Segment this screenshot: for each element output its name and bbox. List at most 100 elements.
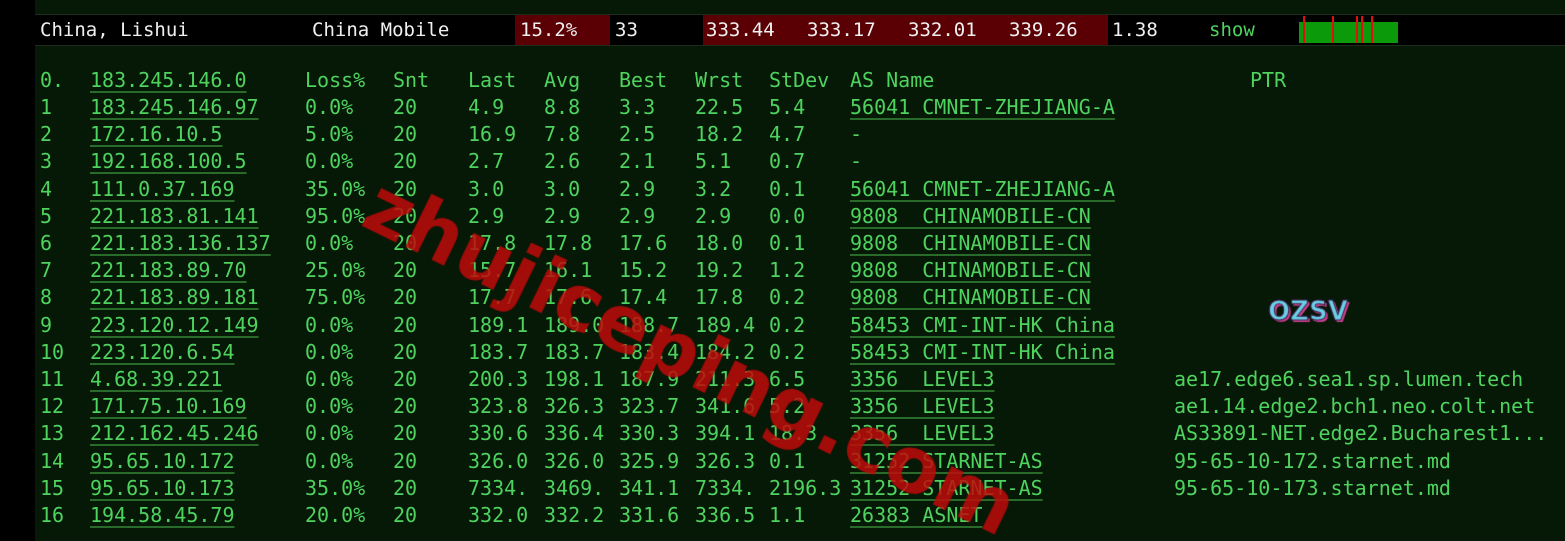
hop-as[interactable]: 58453 CMI-INT-HK China <box>850 339 1115 364</box>
hop-stdev: 0.1 <box>769 176 806 201</box>
hop-as: - <box>850 149 863 174</box>
hop-last: 17.8 <box>468 231 517 255</box>
hop-wrst: 3.2 <box>695 176 732 201</box>
hop-n: 10 <box>40 339 65 364</box>
hop-stdev: 1.1 <box>769 503 806 527</box>
hop-stdev: 5.2 <box>769 394 806 419</box>
hop-snt: 20 <box>393 448 418 473</box>
hop-as[interactable]: 9808 CHINAMOBILE-CN <box>850 258 1091 283</box>
hop-stdev: 0.0 <box>769 203 806 228</box>
hop-best: 2.9 <box>619 176 656 201</box>
hop-host[interactable]: 212.162.45.246 <box>90 421 259 446</box>
hop-avg: 189.0 <box>544 312 605 337</box>
location: China, Lishui <box>40 19 189 41</box>
hop-last: 183.7 <box>468 339 529 364</box>
hop-as[interactable]: 58453 CMI-INT-HK China <box>850 312 1115 337</box>
hop-stdev: 5.4 <box>769 95 806 119</box>
hop-stdev: 0.1 <box>769 231 806 255</box>
hop-stdev: 2196.3 <box>769 475 842 500</box>
show-link[interactable]: show <box>1209 19 1255 41</box>
hop-snt: 20 <box>393 503 418 527</box>
hop-n: 2 <box>40 122 53 147</box>
hop-snt: 20 <box>393 394 418 419</box>
hop-avg: 326.3 <box>544 394 605 419</box>
hop-host[interactable]: 194.58.45.79 <box>90 503 235 527</box>
loss-marker <box>1303 16 1305 43</box>
hop-n: 4 <box>40 176 53 201</box>
hop-host[interactable]: 221.183.89.181 <box>90 285 259 310</box>
hop-host[interactable]: 221.183.89.70 <box>90 258 247 283</box>
hop-best: 15.2 <box>619 258 668 283</box>
hop-avg: 3.0 <box>544 176 581 201</box>
hop-n: 9 <box>40 312 53 337</box>
hop-host[interactable]: 221.183.136.137 <box>90 231 271 255</box>
hop-host[interactable]: 192.168.100.5 <box>90 149 247 174</box>
hop-as[interactable]: 31252 STARNET-AS <box>850 475 1043 500</box>
hop-avg: 2.9 <box>544 203 581 228</box>
hop-last: 3.0 <box>468 176 505 201</box>
hop-as[interactable]: 26383 ASNET <box>850 503 983 527</box>
hop-avg: 183.7 <box>544 339 605 364</box>
hop-n: 3 <box>40 149 53 174</box>
hop-host[interactable]: 95.65.10.173 <box>90 475 235 500</box>
hop-wrst: 22.5 <box>695 95 744 119</box>
hop-as[interactable]: 9808 CHINAMOBILE-CN <box>850 203 1091 228</box>
hop-host[interactable]: 183.245.146.97 <box>90 95 259 119</box>
hop-host[interactable]: 171.75.10.169 <box>90 394 247 419</box>
hop-as[interactable]: 56041 CMNET-ZHEJIANG-A <box>850 176 1115 201</box>
hop-snt: 20 <box>393 122 418 147</box>
hop-n: 16 <box>40 503 65 527</box>
hop-host[interactable]: 4.68.39.221 <box>90 367 223 391</box>
hop-stdev: 1.2 <box>769 258 806 283</box>
hop-best: 3.3 <box>619 95 656 119</box>
hop-host[interactable]: 172.16.10.5 <box>90 122 223 147</box>
hop-host[interactable]: 111.0.37.169 <box>90 176 235 201</box>
hop-n: 7 <box>40 258 53 283</box>
summary-stdev: 1.38 <box>1112 19 1158 41</box>
hop-loss: 0.0% <box>305 149 354 174</box>
hop-best: 2.1 <box>619 149 656 174</box>
loss-history-bar <box>1299 16 1398 43</box>
hop-as[interactable]: 31252 STARNET-AS <box>850 448 1043 473</box>
hop-host[interactable]: 221.183.81.141 <box>90 203 259 228</box>
hop-n: 5 <box>40 203 53 228</box>
header-wrst: Wrst <box>695 68 744 92</box>
hop-snt: 20 <box>393 176 418 201</box>
hop-snt: 20 <box>393 95 418 119</box>
header-asname: AS Name <box>850 68 935 92</box>
loss-marker <box>1371 16 1373 43</box>
header-avg: Avg <box>544 68 581 92</box>
hop-as[interactable]: 3356 LEVEL3 <box>850 421 995 446</box>
header-loss: Loss% <box>305 68 366 92</box>
hop-avg: 332.2 <box>544 503 605 527</box>
hop-snt: 20 <box>393 231 418 255</box>
hop-host[interactable]: 223.120.6.54 <box>90 339 235 364</box>
hop-snt: 20 <box>393 475 418 500</box>
provider: China Mobile <box>312 19 450 41</box>
hop-wrst: 17.8 <box>695 285 744 310</box>
hop-as[interactable]: 56041 CMNET-ZHEJIANG-A <box>850 95 1115 119</box>
hop-as[interactable]: 9808 CHINAMOBILE-CN <box>850 285 1091 310</box>
hop-stdev: 0.2 <box>769 285 806 310</box>
hop-snt: 20 <box>393 421 418 446</box>
hop-snt: 20 <box>393 312 418 337</box>
hop-wrst: 18.2 <box>695 122 744 147</box>
hop-last: 2.9 <box>468 203 505 228</box>
hop-as[interactable]: 3356 LEVEL3 <box>850 367 995 391</box>
hop-as[interactable]: 9808 CHINAMOBILE-CN <box>850 231 1091 255</box>
hop-loss: 95.0% <box>305 203 366 228</box>
header-host[interactable]: 183.245.146.0 <box>90 68 247 92</box>
hop-host[interactable]: 223.120.12.149 <box>90 312 259 337</box>
hop-n: 11 <box>40 367 65 391</box>
hop-best: 188.7 <box>619 312 680 337</box>
hop-host[interactable]: 95.65.10.172 <box>90 448 235 473</box>
hop-wrst: 326.3 <box>695 448 756 473</box>
hop-best: 323.7 <box>619 394 680 419</box>
hop-last: 189.1 <box>468 312 529 337</box>
hop-wrst: 189.4 <box>695 312 756 337</box>
hop-wrst: 394.1 <box>695 421 756 446</box>
hop-last: 16.9 <box>468 122 517 147</box>
hop-as[interactable]: 3356 LEVEL3 <box>850 394 995 419</box>
summary-loss: 15.2% <box>515 15 610 45</box>
hop-loss: 0.0% <box>305 421 354 446</box>
